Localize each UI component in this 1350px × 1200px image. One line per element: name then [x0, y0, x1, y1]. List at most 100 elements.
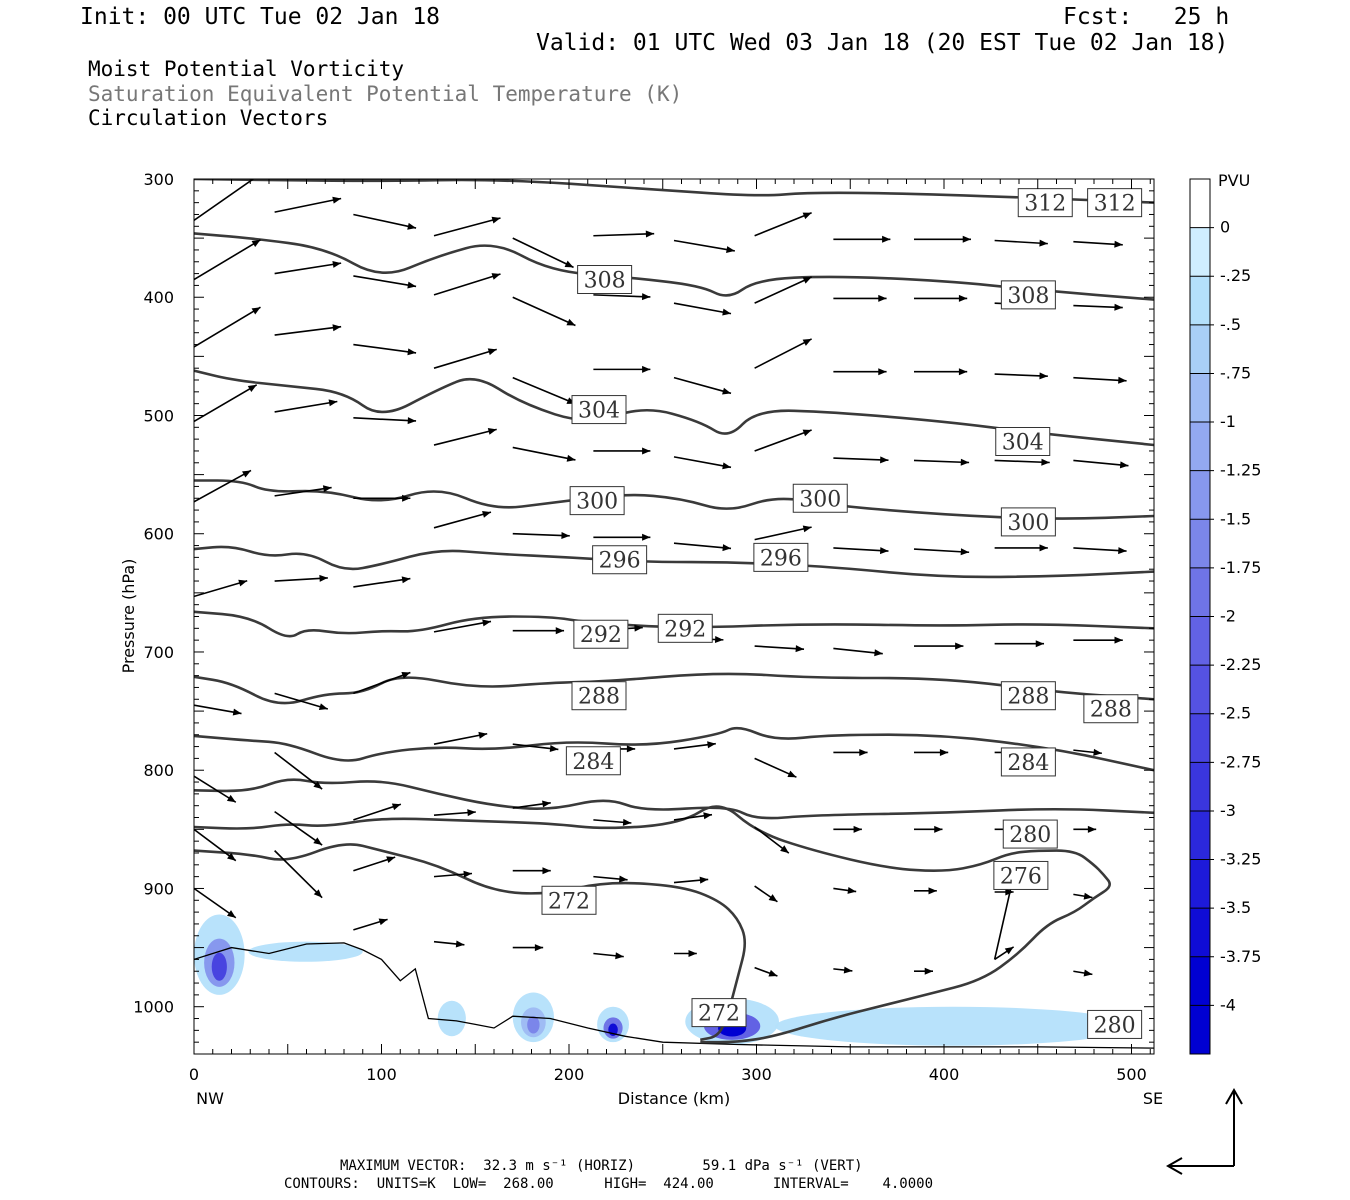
contour-label: 312 — [1024, 192, 1066, 217]
colorbar-tick-label: -1.25 — [1220, 461, 1261, 480]
contour-label: 280 — [1009, 823, 1051, 848]
circulation-vector-head — [645, 230, 655, 238]
circulation-vector-head — [714, 636, 724, 644]
circulation-vector — [433, 217, 501, 237]
circulation-vector-head — [642, 365, 651, 373]
colorbar-swatch — [1190, 179, 1210, 229]
circulation-vector-head — [242, 470, 251, 478]
field-title-vectors: Circulation Vectors — [88, 106, 329, 130]
theta-contour-292 — [194, 610, 1154, 638]
colorbar-tick-label: -2.75 — [1220, 752, 1261, 771]
contour-label-box — [571, 395, 627, 425]
contour-label-box — [541, 885, 597, 915]
circulation-vector — [673, 376, 732, 395]
circulation-vector — [353, 275, 417, 288]
circulation-vector-head — [879, 547, 889, 555]
circulation-vector — [353, 417, 417, 422]
circulation-vector-head — [641, 293, 651, 301]
colorbar-tick-label: -1 — [1220, 412, 1236, 431]
colorbar-unit: PVU — [1218, 171, 1250, 190]
circulation-vector — [512, 532, 570, 537]
circulation-vector-head — [378, 918, 388, 926]
contour-label-box — [1087, 188, 1143, 218]
circulation-vector-head — [1114, 240, 1123, 248]
circulation-vector-head — [726, 246, 735, 253]
circulation-vector-head — [463, 870, 472, 878]
x-tick-label: 500 — [1116, 1065, 1147, 1084]
circulation-vector-head — [1041, 458, 1050, 466]
contour-label: 300 — [1007, 511, 1049, 536]
axis-ticks — [193, 178, 1154, 1055]
circulation-vector-head — [878, 368, 887, 376]
circulation-vector — [274, 810, 323, 846]
circulation-vector — [754, 429, 812, 452]
contour-label: 308 — [1007, 284, 1049, 309]
circulation-vector-head — [878, 294, 887, 302]
circulation-vector — [274, 692, 329, 710]
pv-shade — [775, 1006, 1132, 1046]
circulation-vector-head — [319, 574, 328, 582]
circulation-vector — [274, 850, 323, 899]
contour-label-box — [592, 545, 648, 575]
circulation-vector — [274, 577, 328, 582]
colorbar-swatch — [1190, 276, 1210, 326]
theta-contour-280 — [194, 778, 1154, 820]
circulation-vector-head — [615, 952, 624, 960]
circulation-vector — [433, 428, 497, 446]
contour-label-box — [1017, 188, 1073, 218]
colorbar-swatch — [1190, 616, 1210, 666]
circulation-vector-head — [401, 672, 411, 679]
colorbar-tick-label: -2.5 — [1220, 704, 1251, 723]
circulation-vector-head — [962, 235, 971, 243]
x-axis-title: Distance (km) — [618, 1089, 730, 1108]
x-axis-right-end-label: SE — [1143, 1089, 1163, 1108]
circulation-vector-head — [707, 741, 716, 749]
circulation-vector — [754, 276, 812, 304]
circulation-vector-head — [1039, 239, 1048, 247]
circulation-vector-head — [251, 307, 261, 315]
circulation-vector-head — [332, 196, 342, 204]
contour-label-box — [753, 542, 809, 572]
circulation-vector-head — [238, 579, 248, 587]
circulation-vector — [994, 459, 1050, 464]
contour-label: 300 — [576, 490, 618, 515]
circulation-vector-head — [1035, 640, 1045, 648]
x-tick-label: 300 — [741, 1065, 772, 1084]
circulation-vector-head — [313, 837, 323, 846]
circulation-vector — [994, 239, 1048, 245]
circulation-vector-head — [251, 239, 261, 248]
circulation-vector-head — [1004, 946, 1014, 955]
contour-label-box — [565, 746, 621, 776]
circulation-vector-head — [1039, 372, 1048, 380]
forecast-hour: Fcst: 25 h — [1063, 4, 1230, 30]
colorbar-swatch — [1190, 713, 1210, 763]
valid-time: Valid: 01 UTC Wed 03 Jan 18 (20 EST Tue … — [536, 30, 1229, 56]
circulation-vector — [433, 620, 492, 633]
circulation-vector-head — [482, 619, 491, 627]
circulation-vector — [512, 296, 576, 327]
contour-label-box — [657, 613, 713, 643]
circulation-vector — [433, 511, 492, 529]
y-axis-title: Pressure (hPa) — [119, 559, 138, 674]
contour-label: 300 — [799, 487, 841, 512]
circulation-vector-head — [313, 889, 323, 898]
circulation-vector-head — [795, 645, 805, 653]
colorbar-swatch — [1190, 810, 1210, 861]
circulation-vector-head — [802, 277, 812, 284]
contour-label-box — [1000, 747, 1056, 777]
circulation-vector-head — [622, 818, 632, 826]
contour-label-box — [577, 265, 633, 295]
circulation-vector — [673, 456, 732, 469]
circulation-vector-head — [847, 886, 857, 894]
circulation-vector — [353, 213, 417, 229]
colorbar-swatch — [1190, 859, 1210, 909]
circulation-vector-head — [934, 825, 943, 833]
circulation-vector-head — [859, 748, 868, 756]
contour-label-box — [1000, 681, 1056, 711]
circulation-vector-head — [542, 867, 551, 875]
circulation-vector-head — [401, 576, 411, 584]
colorbar-swatch — [1190, 908, 1210, 958]
circulation-vector — [274, 325, 342, 336]
circulation-vector-head — [318, 703, 328, 711]
circulation-vector-head — [802, 429, 812, 437]
